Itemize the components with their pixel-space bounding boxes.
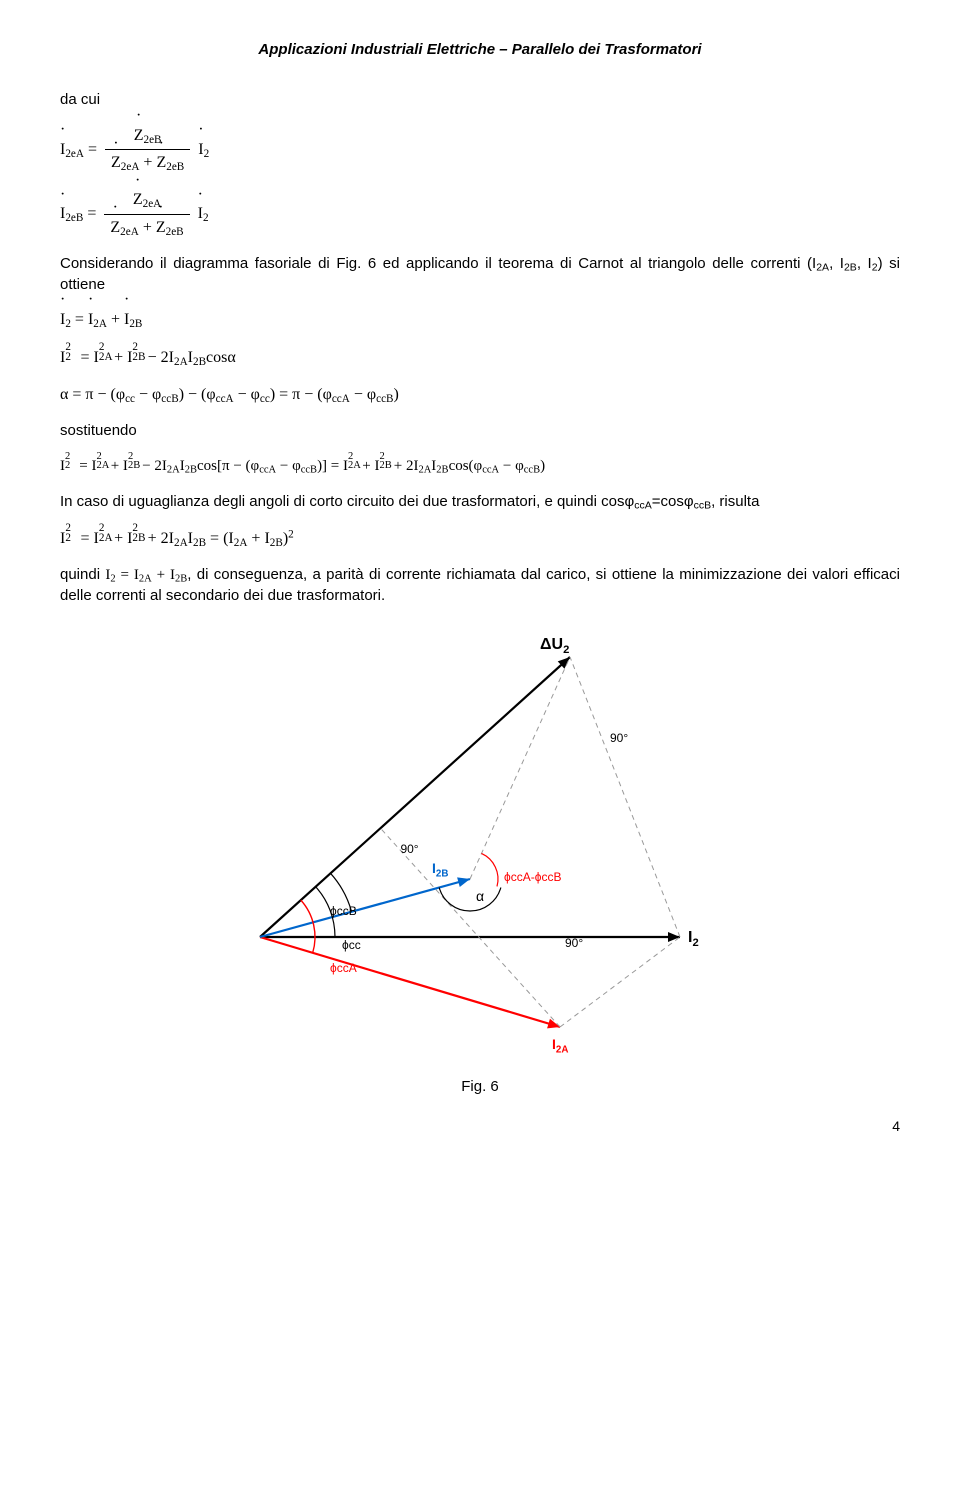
in-caso-mid: =cosφ (652, 493, 694, 510)
svg-text:α: α (476, 888, 484, 904)
considerando-head: Considerando il diagramma fasoriale di F… (60, 255, 816, 272)
svg-text:90°: 90° (400, 842, 418, 856)
sub-ccb: ccB (694, 500, 712, 512)
sub-cca: ccA (634, 500, 652, 512)
figure-caption: Fig. 6 (60, 1077, 900, 1097)
figure-6-container: ΔU2 I2 I2A I2B ϕccA ϕcc ϕccB α ϕccA-ϕccB 90° 90° 90… (60, 627, 900, 1098)
svg-text:ΔU2: ΔU2 (540, 636, 569, 656)
sub-2a: 2A (816, 262, 829, 274)
svg-text:ϕccA: ϕccA (330, 961, 357, 975)
svg-text:I2: I2 (688, 929, 699, 949)
text-da-cui: da cui (60, 90, 900, 110)
page-number: 4 (60, 1117, 900, 1136)
svg-text:I2A: I2A (552, 1036, 568, 1056)
in-caso-tail: , risulta (711, 493, 759, 510)
phasor-diagram: ΔU2 I2 I2A I2B ϕccA ϕcc ϕccB α ϕccA-ϕccB 90° 90° 90… (180, 627, 780, 1067)
equation-i2sq-final: I22 = I22A + I22B + 2I2AI2B = (I2A + I2B… (60, 527, 900, 551)
svg-text:ϕcc: ϕcc (342, 938, 361, 952)
text-considerando: Considerando il diagramma fasoriale di F… (60, 254, 900, 295)
quindi-pre: quindi (60, 566, 105, 583)
in-caso-head: In caso di uguaglianza degli angoli di c… (60, 493, 634, 510)
svg-text:ϕccB: ϕccB (330, 904, 357, 918)
svg-text:90°: 90° (610, 731, 628, 745)
equation-i2ea: I2eA = Z2eB Z2eA + Z2eB I2 (60, 125, 900, 176)
equation-i2sq-cosalpha: I22 = I22A + I22B − 2I2AI2Bcosα (60, 346, 900, 370)
svg-text:ϕccA-ϕccB: ϕccA-ϕccB (504, 870, 561, 884)
text-sostituendo: sostituendo (60, 421, 900, 441)
sub-2b: 2B (844, 262, 857, 274)
svg-text:90°: 90° (565, 936, 583, 950)
page-header-title: Applicazioni Industriali Elettriche – Pa… (60, 40, 900, 60)
equation-i2sq-expanded: I22 = I22A + I22B − 2I2AI2Bcos[π − (φccA… (60, 455, 900, 478)
equation-alpha: α = π − (φcc − φccB) − (φccA − φcc) = π … (60, 384, 900, 407)
equation-i2-vector-sum: I2 = I2A + I2B (60, 309, 900, 332)
text-quindi: quindi I2 = I2A + I2B, di conseguenza, a… (60, 565, 900, 607)
equation-i2eb: I2eB = Z2eA Z2eA + Z2eB I2 (60, 189, 900, 240)
svg-text:I2B: I2B (432, 860, 448, 880)
text-in-caso: In caso di uguaglianza degli angoli di c… (60, 492, 900, 513)
